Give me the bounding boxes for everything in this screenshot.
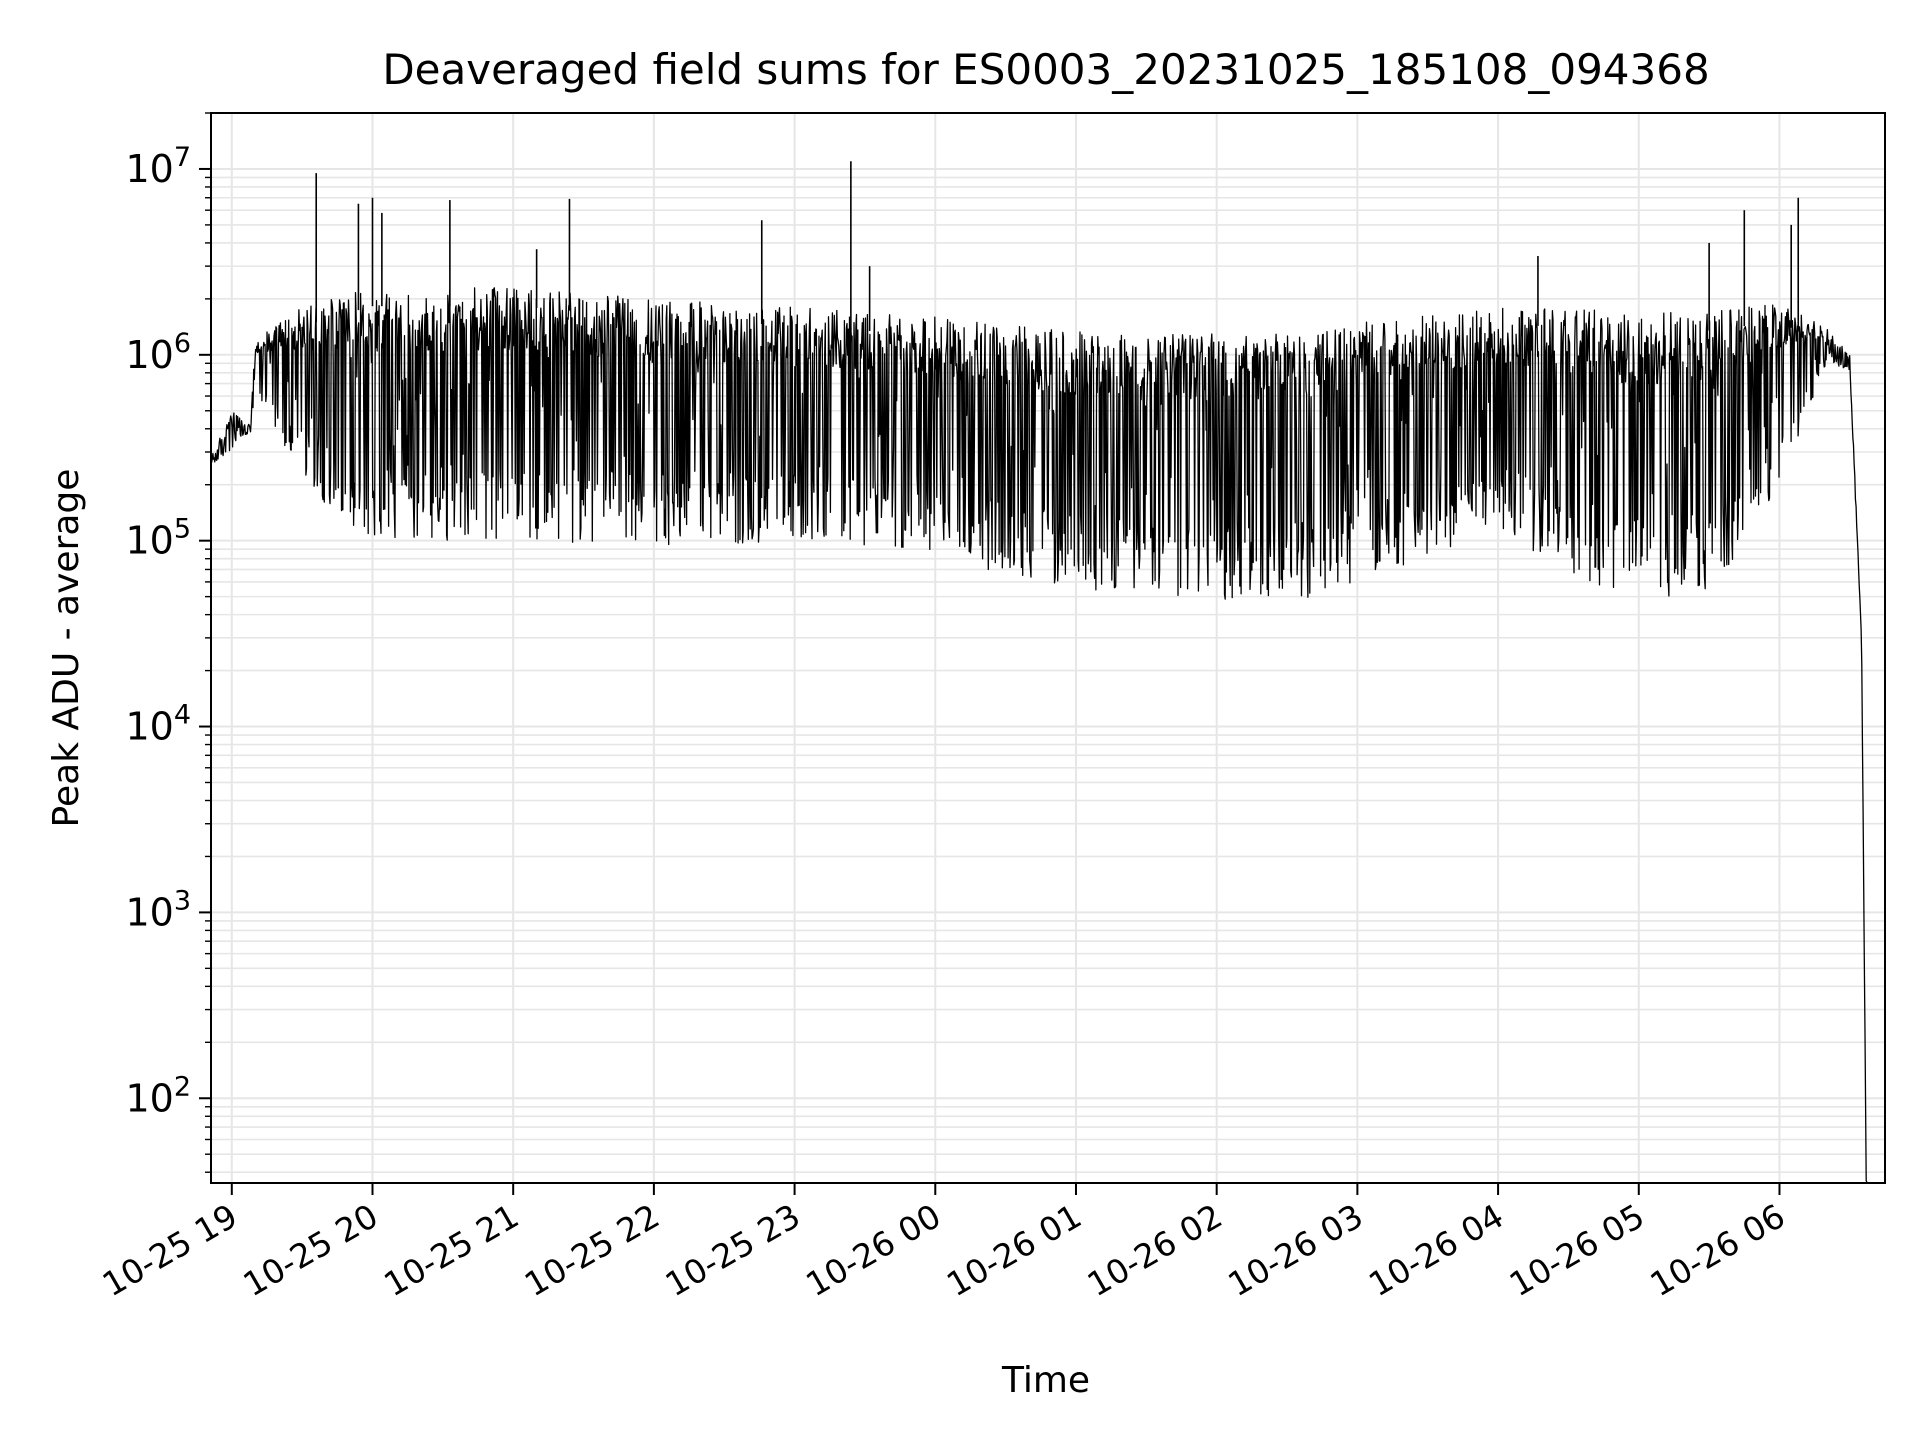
grid-layer xyxy=(211,112,1885,1183)
x-tick-label: 10-26 06 xyxy=(1643,1196,1791,1304)
x-tick-label: 10-25 20 xyxy=(236,1196,384,1304)
x-tick-label: 10-25 19 xyxy=(96,1196,244,1304)
data-layer xyxy=(210,161,1868,1184)
x-tick-label: 10-26 02 xyxy=(1081,1196,1229,1304)
y-tick-label: 103 xyxy=(125,885,191,934)
series-line xyxy=(210,287,1868,1184)
plot-frame xyxy=(210,112,1886,1184)
x-axis-label: Time xyxy=(1001,1360,1090,1401)
y-tick-label: 105 xyxy=(125,514,191,563)
x-tick-label: 10-25 23 xyxy=(659,1196,807,1304)
y-axis-label: Peak ADU - average xyxy=(46,469,87,828)
x-tick-label: 10-26 04 xyxy=(1362,1196,1510,1304)
x-tick-label: 10-26 05 xyxy=(1503,1196,1651,1304)
x-tick-label: 10-26 00 xyxy=(799,1196,947,1304)
y-tick-label: 106 xyxy=(125,328,191,377)
y-tick-label: 107 xyxy=(125,142,191,191)
y-tick-label: 102 xyxy=(125,1071,191,1120)
x-tick-label: 10-25 21 xyxy=(377,1196,525,1304)
x-tick-label: 10-25 22 xyxy=(518,1196,666,1304)
chart-title: Deaveraged field sums for ES0003_2023102… xyxy=(382,45,1709,94)
x-tick-label: 10-26 03 xyxy=(1221,1196,1369,1304)
x-tick-label: 10-26 01 xyxy=(940,1196,1088,1304)
y-tick-label: 104 xyxy=(125,700,191,749)
y-axis: 102 103 104 105 106 107 xyxy=(125,112,211,1173)
